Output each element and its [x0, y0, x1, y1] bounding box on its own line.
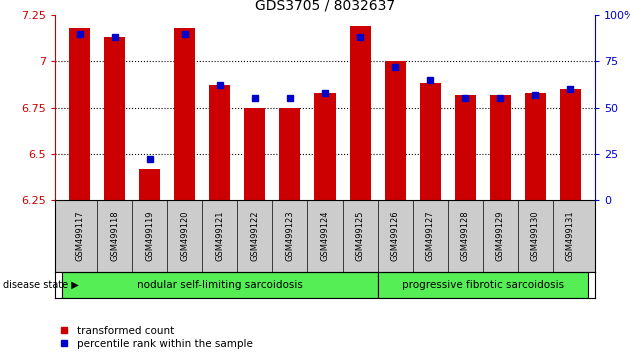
Bar [525, 93, 546, 200]
Text: GSM499129: GSM499129 [496, 211, 505, 261]
Bar [280, 108, 301, 200]
Bar [244, 108, 265, 200]
Legend: transformed count, percentile rank within the sample: transformed count, percentile rank withi… [60, 326, 253, 349]
Bar [350, 26, 370, 200]
Bar [455, 95, 476, 200]
Text: GSM499118: GSM499118 [110, 211, 119, 261]
Text: GSM499123: GSM499123 [285, 211, 294, 261]
Text: GSM499125: GSM499125 [355, 211, 365, 261]
Bar [139, 169, 160, 200]
Bar [377, 272, 588, 298]
Bar [62, 272, 377, 298]
Text: GSM499128: GSM499128 [461, 211, 470, 261]
Bar [420, 84, 441, 200]
Text: progressive fibrotic sarcoidosis: progressive fibrotic sarcoidosis [402, 280, 564, 290]
Bar [314, 93, 336, 200]
Title: GDS3705 / 8032637: GDS3705 / 8032637 [255, 0, 395, 12]
Text: GSM499130: GSM499130 [531, 211, 540, 261]
Text: GSM499124: GSM499124 [321, 211, 329, 261]
Bar [209, 85, 231, 200]
Bar [490, 95, 511, 200]
Bar [104, 37, 125, 200]
Text: nodular self-limiting sarcoidosis: nodular self-limiting sarcoidosis [137, 280, 303, 290]
Text: GSM499120: GSM499120 [180, 211, 189, 261]
Bar [175, 28, 195, 200]
Text: GSM499127: GSM499127 [426, 211, 435, 261]
Text: GSM499131: GSM499131 [566, 211, 575, 261]
Text: GSM499121: GSM499121 [215, 211, 224, 261]
Bar [560, 89, 581, 200]
Bar [384, 61, 406, 200]
Text: GSM499119: GSM499119 [145, 211, 154, 261]
Bar [69, 28, 90, 200]
Text: GSM499126: GSM499126 [391, 211, 399, 261]
Text: disease state ▶: disease state ▶ [3, 280, 79, 290]
Text: GSM499122: GSM499122 [250, 211, 260, 261]
Text: GSM499117: GSM499117 [75, 211, 84, 261]
